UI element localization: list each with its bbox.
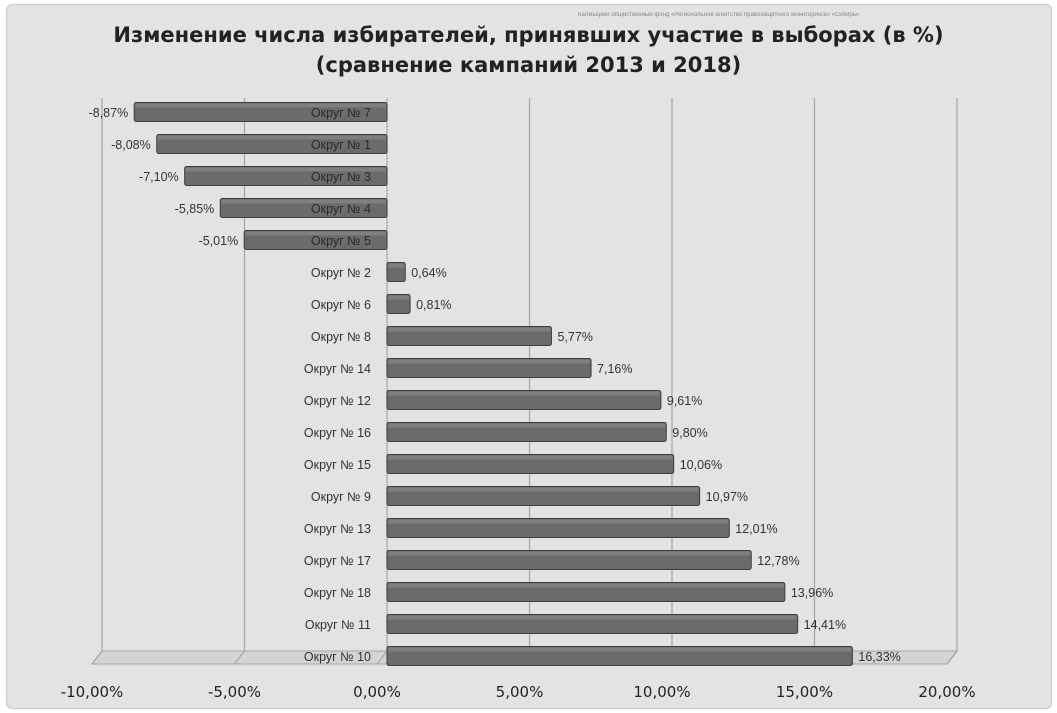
bar-highlight <box>388 327 551 332</box>
category-label: Округ № 11 <box>305 618 371 632</box>
gridline-floor <box>234 650 245 665</box>
category-label: Округ № 1 <box>311 138 371 152</box>
bar-highlight <box>388 647 852 652</box>
data-label: -5,85% <box>175 202 215 216</box>
bar-highlight <box>221 199 386 204</box>
data-label: 10,06% <box>680 458 722 472</box>
category-label: Округ № 12 <box>304 394 371 408</box>
gridline-floor <box>91 650 103 665</box>
x-tick-label: 0,00% <box>353 683 401 701</box>
gridline-floor <box>946 650 958 665</box>
x-tick-label: 15,00% <box>776 683 833 701</box>
bar-highlight <box>388 487 699 492</box>
x-tick-label: -5,00% <box>208 683 261 701</box>
bar-highlight <box>388 551 751 556</box>
data-label: -5,01% <box>199 234 239 248</box>
chart-subtitle: (сравнение кампаний 2013 и 2018) <box>315 53 742 77</box>
category-label: Округ № 8 <box>311 330 371 344</box>
data-label: 12,01% <box>735 522 777 536</box>
category-label: Округ № 7 <box>311 106 371 120</box>
watermark-text: Калмыцкий общественный фонд «Регионально… <box>578 12 860 18</box>
bar-highlight <box>388 295 410 300</box>
bar-highlight <box>157 135 386 140</box>
data-label: -8,87% <box>89 106 129 120</box>
gridline-floor <box>376 650 388 665</box>
category-label: Округ № 5 <box>311 234 371 248</box>
bar-highlight <box>388 583 784 588</box>
category-label: Округ № 2 <box>311 266 371 280</box>
x-tick-label: 20,00% <box>918 683 975 701</box>
bar-highlight <box>388 615 797 620</box>
data-label: 16,33% <box>858 650 900 664</box>
x-tick-label: 5,00% <box>496 683 544 701</box>
category-label: Округ № 10 <box>304 650 371 664</box>
chart-title-block: Изменение числа избирателей, принявших у… <box>0 20 1057 80</box>
category-label: Округ № 16 <box>304 426 371 440</box>
data-label: 12,78% <box>757 554 799 568</box>
data-label: 0,64% <box>411 266 446 280</box>
category-label: Округ № 17 <box>304 554 371 568</box>
data-label: 10,97% <box>706 490 748 504</box>
bar-highlight <box>388 263 405 268</box>
category-label: Округ № 15 <box>304 458 371 472</box>
category-label: Округ № 13 <box>304 522 371 536</box>
data-label: 5,77% <box>557 330 592 344</box>
bar-highlight <box>245 231 386 236</box>
data-label: -8,08% <box>111 138 151 152</box>
x-tick-label: -10,00% <box>61 683 124 701</box>
category-label: Округ № 9 <box>311 490 371 504</box>
bar-highlight <box>388 359 591 364</box>
data-label: 14,41% <box>804 618 846 632</box>
data-label: -7,10% <box>139 170 179 184</box>
bar-highlight <box>388 391 660 396</box>
bar-highlight <box>135 103 386 108</box>
category-label: Округ № 6 <box>311 298 371 312</box>
category-label: Округ № 4 <box>311 202 371 216</box>
chart-title: Изменение числа избирателей, принявших у… <box>113 23 944 47</box>
category-label: Округ № 18 <box>304 586 371 600</box>
bar-highlight <box>388 455 673 460</box>
bar-highlight <box>185 167 386 172</box>
bar-highlight <box>388 423 666 428</box>
data-label: 9,80% <box>672 426 707 440</box>
data-label: 7,16% <box>597 362 632 376</box>
category-label: Округ № 3 <box>311 170 371 184</box>
x-tick-label: 10,00% <box>633 683 690 701</box>
bar-highlight <box>388 519 729 524</box>
data-label: 13,96% <box>791 586 833 600</box>
data-label: 0,81% <box>416 298 451 312</box>
category-label: Округ № 14 <box>304 362 371 376</box>
data-label: 9,61% <box>667 394 702 408</box>
